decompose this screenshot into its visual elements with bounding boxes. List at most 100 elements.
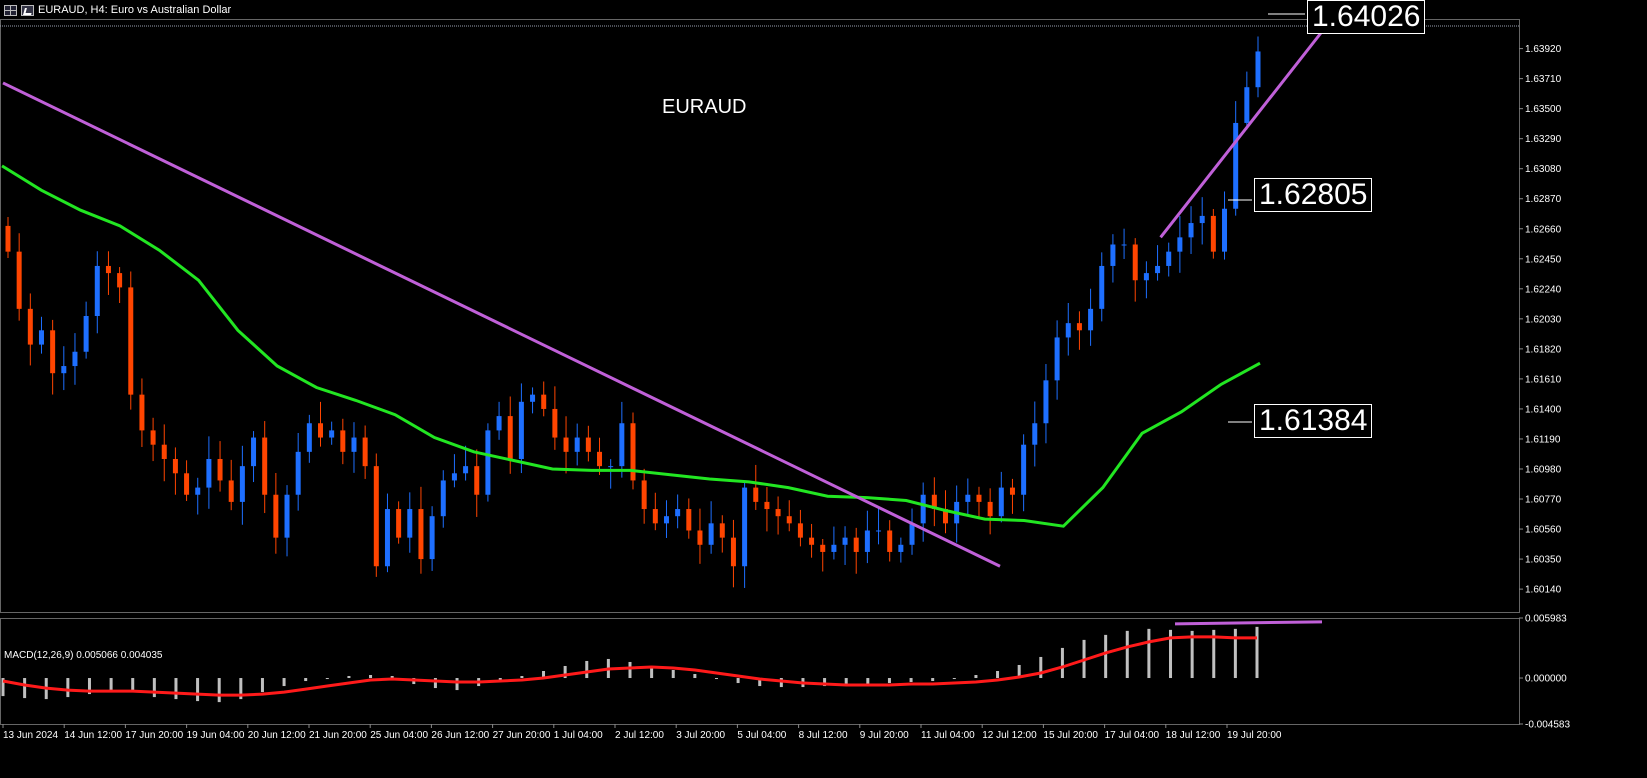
candle bbox=[184, 473, 190, 495]
macd-histogram-bar bbox=[1017, 664, 1021, 679]
candle bbox=[161, 444, 167, 459]
macd-histogram-bar bbox=[131, 678, 135, 693]
macd-histogram-bar bbox=[1147, 628, 1151, 679]
time-axis-label: 8 Jul 12:00 bbox=[799, 730, 848, 741]
macd-histogram-bar bbox=[217, 678, 221, 703]
candle bbox=[686, 509, 692, 531]
price-axis-label: 1.62660 bbox=[1525, 224, 1562, 235]
macd-histogram-bar bbox=[239, 678, 243, 700]
macd-histogram-bar bbox=[974, 675, 978, 679]
macd-histogram-bar bbox=[1233, 628, 1237, 679]
macd-histogram-bar bbox=[282, 678, 286, 687]
candle bbox=[909, 523, 915, 545]
candle bbox=[362, 437, 368, 467]
candle bbox=[61, 366, 67, 374]
macd-histogram-bar bbox=[1104, 634, 1108, 679]
candle bbox=[887, 530, 893, 552]
candle bbox=[295, 451, 301, 495]
price-axis-label: 1.63500 bbox=[1525, 104, 1562, 115]
candle bbox=[530, 394, 536, 402]
candle bbox=[1121, 244, 1127, 246]
candle bbox=[83, 316, 89, 352]
candle bbox=[853, 537, 859, 552]
candle bbox=[27, 308, 33, 345]
candle bbox=[1076, 323, 1082, 331]
candle bbox=[675, 509, 681, 517]
macd-histogram-bar bbox=[563, 665, 567, 679]
macd-histogram-bar bbox=[1, 678, 5, 697]
candle bbox=[574, 437, 580, 452]
macd-histogram-bar bbox=[109, 678, 113, 692]
candle bbox=[228, 480, 234, 502]
candle bbox=[150, 430, 156, 445]
time-axis-label: 15 Jul 20:00 bbox=[1043, 730, 1098, 741]
candle bbox=[797, 523, 803, 538]
macd-histogram-bar bbox=[1255, 626, 1259, 679]
candle bbox=[597, 451, 603, 467]
macd-histogram-bar bbox=[714, 678, 718, 680]
candle bbox=[697, 530, 703, 545]
macd-panel-frame bbox=[0, 618, 1520, 725]
time-axis-label: 13 Jun 2024 bbox=[3, 730, 58, 741]
table-icon[interactable] bbox=[4, 4, 17, 16]
candle bbox=[440, 480, 446, 517]
macd-histogram-bar bbox=[1039, 656, 1043, 679]
candle bbox=[507, 416, 513, 459]
candle bbox=[1110, 244, 1116, 266]
time-axis-label: 5 Jul 04:00 bbox=[737, 730, 786, 741]
candle bbox=[273, 494, 279, 538]
candle bbox=[809, 537, 815, 545]
macd-histogram-bar bbox=[585, 660, 589, 679]
candle bbox=[976, 494, 982, 502]
candle bbox=[384, 509, 390, 567]
rising-trendline[interactable] bbox=[1159, 31, 1323, 239]
candle bbox=[1143, 273, 1149, 281]
candle bbox=[1255, 51, 1261, 88]
chart-title: EURAUD, H4: Euro vs Australian Dollar bbox=[38, 4, 232, 16]
candle bbox=[820, 544, 826, 552]
macd-histogram-bar bbox=[1212, 629, 1216, 679]
candle bbox=[619, 423, 625, 467]
candle bbox=[708, 523, 714, 545]
candle bbox=[998, 487, 1004, 517]
macd-histogram-bar bbox=[1169, 629, 1173, 679]
macd-trendline[interactable] bbox=[1174, 620, 1323, 626]
candle bbox=[931, 494, 937, 510]
time-axis-label: 27 Jun 20:00 bbox=[493, 730, 551, 741]
time-axis-label: 20 Jun 12:00 bbox=[248, 730, 306, 741]
candle bbox=[842, 537, 848, 545]
price-axis-label: 1.62240 bbox=[1525, 284, 1562, 295]
candle bbox=[876, 530, 882, 532]
macd-histogram-bar bbox=[671, 669, 675, 679]
falling-trendline[interactable] bbox=[2, 81, 1001, 568]
macd-histogram-bar bbox=[304, 678, 308, 682]
macd-histogram-bar bbox=[952, 678, 956, 680]
macd-histogram-bar bbox=[260, 678, 264, 693]
time-axis-label: 26 Jun 12:00 bbox=[431, 730, 489, 741]
main-chart-frame bbox=[0, 19, 1520, 613]
candle bbox=[1210, 215, 1216, 252]
price-axis-label: 1.62870 bbox=[1525, 194, 1562, 205]
candle bbox=[262, 437, 268, 495]
candle bbox=[1009, 487, 1015, 495]
macd-histogram-bar bbox=[87, 678, 91, 695]
time-axis-label: 17 Jun 20:00 bbox=[125, 730, 183, 741]
candle bbox=[920, 494, 926, 524]
candle bbox=[429, 516, 435, 560]
candle bbox=[5, 225, 11, 252]
candle bbox=[329, 430, 335, 438]
macd-histogram-bar bbox=[433, 678, 437, 689]
candle bbox=[1032, 423, 1038, 445]
candle bbox=[351, 437, 357, 452]
candle bbox=[730, 537, 736, 567]
candle bbox=[396, 509, 402, 538]
price-axis-label: 1.60560 bbox=[1525, 525, 1562, 536]
chart-icon[interactable] bbox=[21, 4, 34, 16]
candle bbox=[1099, 265, 1105, 309]
macd-axis-label: 0.005983 bbox=[1525, 614, 1567, 625]
macd-histogram-bar bbox=[758, 678, 762, 687]
macd-histogram-bar bbox=[390, 676, 394, 679]
candle bbox=[831, 544, 837, 552]
